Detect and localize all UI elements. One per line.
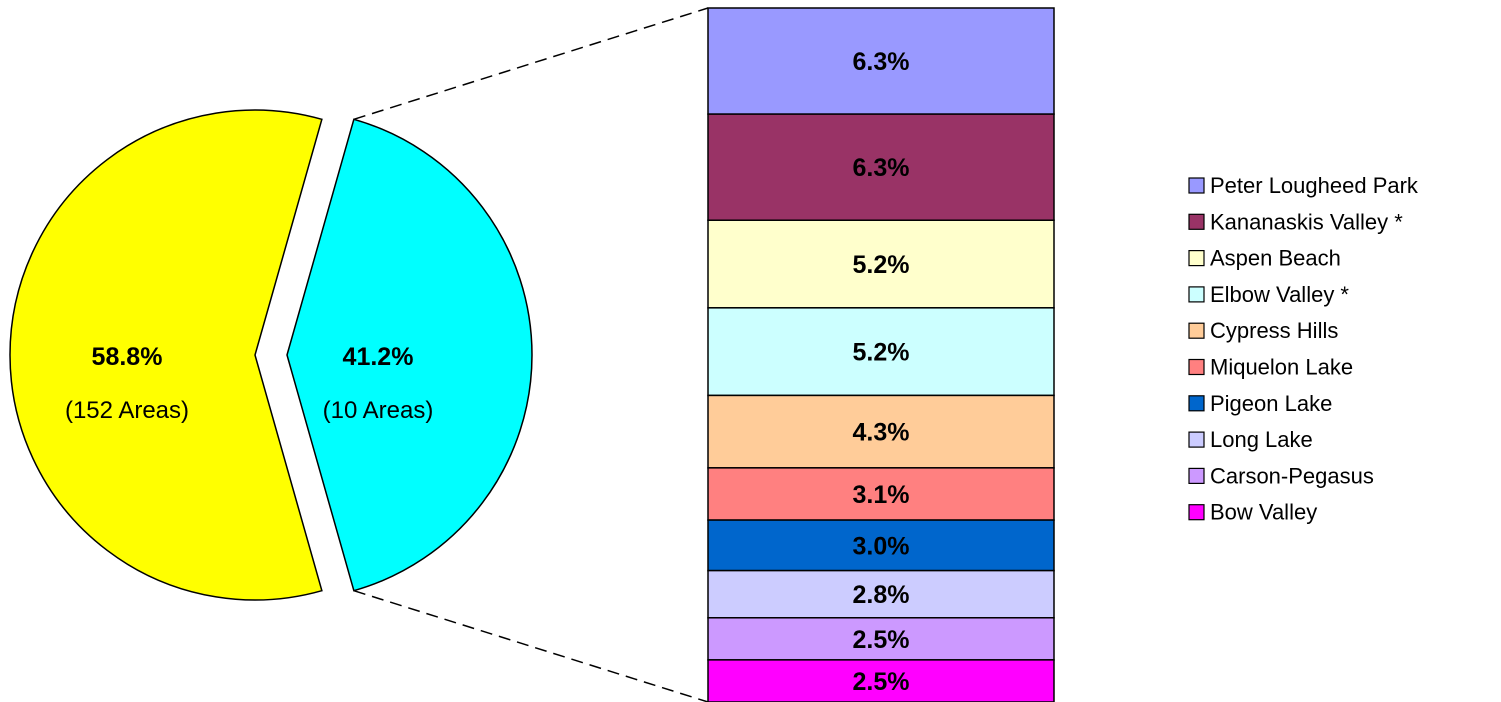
legend-label-1: Kananaskis Valley *	[1210, 209, 1403, 234]
pie-value-label-0: 58.8%	[92, 343, 163, 371]
bar-value-label-4: 4.3%	[853, 419, 910, 447]
pie-slice-label-1: (10 Areas)	[323, 397, 434, 424]
connector-line-top	[354, 8, 708, 119]
legend-swatch-7	[1189, 432, 1204, 447]
legend-swatch-0	[1189, 178, 1204, 193]
stacked-bar: 6.3% 6.3% 5.2% 5.2% 4.3% 3.1% 3.0% 2.8% 2.5% 2.5%	[708, 8, 1054, 702]
legend-swatch-5	[1189, 360, 1204, 375]
legend: Peter Lougheed Park Kananaskis Valley * As…	[1189, 173, 1419, 525]
legend-label-2: Aspen Beach	[1210, 246, 1341, 271]
legend-label-5: Miquelon Lake	[1210, 355, 1353, 380]
connector-line-bottom	[354, 591, 708, 702]
bar-value-label-0: 6.3%	[853, 48, 910, 76]
bar-value-label-8: 2.5%	[853, 626, 910, 654]
legend-label-6: Pigeon Lake	[1210, 391, 1332, 416]
bar-value-label-3: 5.2%	[853, 339, 910, 367]
legend-swatch-2	[1189, 251, 1204, 266]
legend-label-4: Cypress Hills	[1210, 318, 1338, 343]
legend-label-3: Elbow Valley *	[1210, 282, 1349, 307]
bar-value-label-6: 3.0%	[853, 532, 910, 560]
bar-value-label-2: 5.2%	[853, 251, 910, 279]
bar-value-label-7: 2.8%	[853, 581, 910, 609]
pie-slice-0	[10, 110, 322, 600]
legend-swatch-9	[1189, 505, 1204, 520]
legend-swatch-8	[1189, 468, 1204, 483]
bar-value-label-1: 6.3%	[853, 154, 910, 182]
legend-label-8: Carson-Pegasus	[1210, 463, 1374, 488]
pie-slice-label-0: (152 Areas)	[65, 397, 189, 424]
legend-swatch-4	[1189, 323, 1204, 338]
legend-label-7: Long Lake	[1210, 427, 1313, 452]
bar-value-label-9: 2.5%	[853, 668, 910, 696]
pie-value-label-1: 41.2%	[343, 343, 414, 371]
legend-swatch-6	[1189, 396, 1204, 411]
legend-swatch-1	[1189, 214, 1204, 229]
legend-label-0: Peter Lougheed Park	[1210, 173, 1419, 198]
bar-value-label-5: 3.1%	[853, 481, 910, 509]
legend-label-9: Bow Valley	[1210, 500, 1317, 525]
pie: 58.8% (152 Areas) 41.2% (10 Areas)	[10, 110, 532, 600]
legend-swatch-3	[1189, 287, 1204, 302]
